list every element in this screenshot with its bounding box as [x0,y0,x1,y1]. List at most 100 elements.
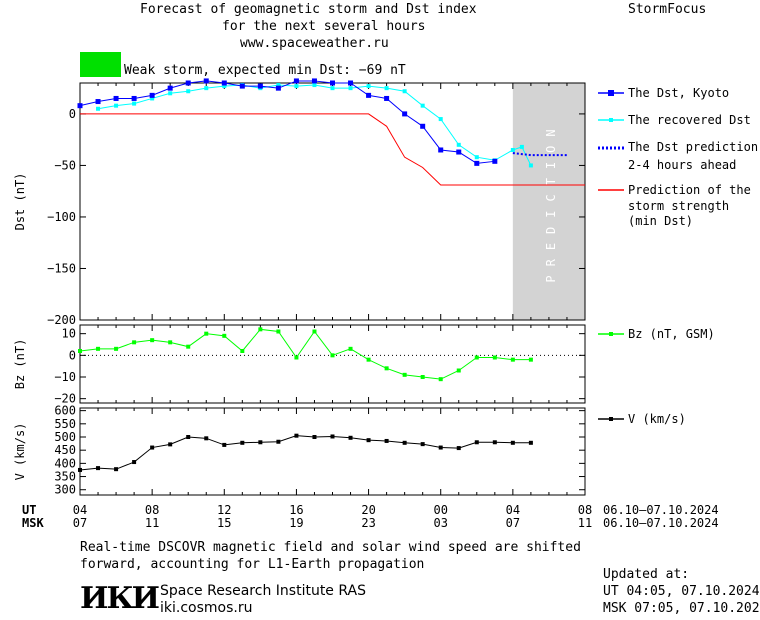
bz-point [510,357,515,362]
v-point [276,439,281,444]
bz-point [312,329,317,334]
source-url[interactable]: www.spaceweather.ru [240,36,389,51]
bz-point [78,349,82,353]
v-point [96,466,101,471]
dst-recovered-point [456,142,461,147]
v-point [294,433,299,438]
dst-recovered-point [312,83,317,88]
bz-point [240,349,245,353]
dst-y-tick-label: −200 [47,313,76,327]
bz-y-tick-label: −10 [54,370,76,384]
bz-point [420,375,425,379]
legend-marker-bz [609,332,613,336]
dst-kyoto-point [348,80,354,86]
footer-note-line-1: Real-time DSCOVR magnetic field and sola… [80,540,581,555]
dst-kyoto-point [149,92,155,98]
ut-tick-label: 04 [73,503,87,517]
v-point [150,445,155,450]
v-y-tick-label: 450 [54,443,76,457]
bz-point [114,346,119,351]
v-point [510,440,515,445]
bz-point [96,346,101,351]
msk-tick-label: 23 [361,516,375,530]
dst-kyoto-point [77,103,83,109]
v-y-axis-label: V (km/s) [13,423,27,481]
dst-kyoto-point [474,160,480,166]
bz-point [132,340,137,345]
dst-recovered-point [114,103,119,108]
legend-storm-strength-2: storm strength [628,199,729,213]
storm-level-swatch [80,52,121,77]
v-y-tick-label: 350 [54,470,76,484]
legend-marker-v [609,417,613,421]
v-point [258,440,263,445]
bz-point [204,331,209,336]
dst-kyoto-point [275,85,281,91]
dst-kyoto-point [366,92,372,98]
v-y-tick-label: 400 [54,456,76,470]
dst-y-tick-label: −100 [47,210,76,224]
dst-recovered-point [474,155,479,160]
v-point [186,435,191,439]
msk-tick-label: 15 [217,516,231,530]
dst-recovered-point [420,103,425,108]
v-point [204,436,209,441]
v-point [420,442,425,447]
chart-title-line-1: Forecast of geomagnetic storm and Dst in… [140,2,477,17]
bz-point [456,368,461,373]
storm-status-text: Weak storm, expected min Dst: −69 nT [124,63,406,78]
bz-point [330,353,335,358]
dst-kyoto-point [167,85,173,91]
bz-point [258,327,263,332]
msk-tick-label: 11 [578,516,592,530]
updated-ut: UT 04:05, 07.10.2024 [603,584,760,599]
dst-recovered-point [222,84,227,89]
dst-y-tick-label: −150 [47,261,76,275]
v-y-tick-label: 550 [54,417,76,431]
v-point [240,440,245,445]
legend-storm-strength: Prediction of the [628,183,751,197]
dst-kyoto-point [293,78,299,84]
dst-kyoto-point [113,95,119,101]
dst-kyoto-point [221,80,227,86]
prediction-band-label: PREDICTION [544,120,558,282]
org-url[interactable]: iki.cosmos.ru [160,600,253,616]
dst-kyoto-line [79,80,495,164]
iki-logo: ИКИ [80,581,160,616]
bz-y-tick-label: −20 [54,392,76,406]
ut-tick-label: 00 [433,503,447,517]
v-point [384,438,389,443]
bz-point [294,355,299,360]
msk-tick-label: 03 [433,516,447,530]
bz-point [492,355,497,360]
v-point [474,440,479,445]
ut-tick-label: 08 [145,503,159,517]
ut-tick-label: 20 [361,503,375,517]
dst-kyoto-point [420,123,426,129]
dst-recovered-point [528,163,533,168]
v-point [438,445,443,450]
ut-tick-label: 12 [217,503,231,517]
v-point [114,467,119,472]
v-point [366,438,371,443]
dst-recovered-point [510,147,515,152]
v-point [492,440,497,445]
dst-recovered-point [402,89,407,94]
dst-kyoto-point [402,111,408,117]
bz-y-axis-label: Bz (nT) [13,339,27,390]
v-point [222,442,227,447]
bz-point [222,333,227,338]
v-y-tick-label: 500 [54,430,76,444]
bz-point [150,338,155,343]
dst-kyoto-point [95,99,101,105]
dst-kyoto-point [492,158,498,164]
bz-panel-frame [79,324,586,404]
dst-recovered-point [330,86,335,91]
dst-kyoto-point [311,78,317,84]
bz-point [186,344,191,349]
legend-dst-recovered: The recovered Dst [628,113,751,127]
dst-recovered-point [348,86,353,91]
v-y-tick-label: 600 [54,404,76,418]
bz-point [438,377,443,382]
